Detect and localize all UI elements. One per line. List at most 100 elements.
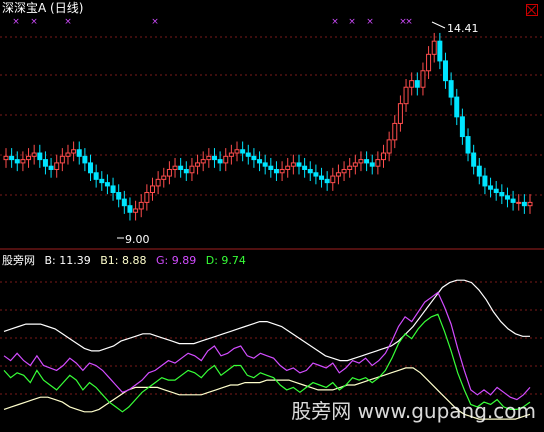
high-pointer xyxy=(431,21,446,29)
candle-body xyxy=(313,172,319,177)
candle-body xyxy=(414,80,420,88)
candle-body xyxy=(195,162,201,167)
candle-body xyxy=(110,185,116,194)
signal-marker-icon: × xyxy=(64,17,72,27)
candle-body xyxy=(504,195,510,200)
signal-marker-icon: × xyxy=(399,17,407,27)
candle-body xyxy=(262,162,268,167)
candle-body xyxy=(31,152,37,157)
candle-body xyxy=(268,165,274,170)
candle-body xyxy=(161,175,167,180)
candle-body xyxy=(257,159,263,164)
candle-body xyxy=(217,159,223,164)
close-icon[interactable] xyxy=(526,4,538,16)
candle-body xyxy=(420,70,426,88)
candle-body xyxy=(93,172,99,180)
indicator-G: G: 9.89 xyxy=(156,254,197,267)
candle-body xyxy=(324,178,330,184)
candle-body xyxy=(82,155,88,164)
candle-body xyxy=(42,159,48,167)
candle-body xyxy=(437,40,443,62)
candle-body xyxy=(234,149,240,154)
candle-body xyxy=(183,168,189,174)
signal-marker-icon: × xyxy=(348,17,356,27)
signal-marker-icon: × xyxy=(12,17,20,27)
signal-marker-icon: × xyxy=(30,17,38,27)
candle-body xyxy=(375,159,381,167)
candle-body xyxy=(88,162,94,174)
signal-marker-icon: × xyxy=(405,17,413,27)
indicator-D: D: 9.74 xyxy=(205,254,246,267)
indicator-name: 股旁网 xyxy=(2,254,35,267)
candle-body xyxy=(223,155,229,164)
candle-body xyxy=(149,185,155,194)
candle-body xyxy=(251,155,257,161)
candle-body xyxy=(352,162,358,167)
candle-body xyxy=(14,159,20,164)
candle-body xyxy=(302,165,308,170)
candle-body xyxy=(381,152,387,161)
candle-body xyxy=(426,53,432,72)
candle-body xyxy=(459,116,465,138)
candle-body xyxy=(3,155,9,161)
candle-body xyxy=(240,149,246,154)
indicator-line-upper xyxy=(3,279,530,362)
candle-body xyxy=(245,152,251,157)
candle-body xyxy=(166,168,172,177)
candle-body xyxy=(330,175,336,184)
candle-body xyxy=(296,162,302,167)
indicator-line-lower xyxy=(3,367,531,420)
candle-body xyxy=(200,159,206,164)
indicator-legend: 股旁网 B: 11.39 B1: 8.88 G: 9.89 D: 9.74 xyxy=(2,252,252,267)
indicator-line-D xyxy=(3,313,531,413)
candle-body xyxy=(431,40,437,55)
candle-body xyxy=(488,185,494,190)
stock-title: 深深宝A (日线) xyxy=(2,1,84,15)
indicator-line-G xyxy=(3,291,531,401)
candle-body xyxy=(155,178,161,187)
candle-body xyxy=(516,201,522,204)
candle-body xyxy=(285,165,291,170)
signal-marker-icon: × xyxy=(331,17,339,27)
candle-body xyxy=(279,168,285,174)
candle-body xyxy=(189,165,195,174)
signal-marker-icon: × xyxy=(366,17,374,27)
candle-body xyxy=(465,136,471,154)
candle-body xyxy=(510,198,516,203)
candle-body xyxy=(364,159,370,164)
candle-body xyxy=(206,155,212,161)
candle-body xyxy=(121,198,127,207)
candle-body xyxy=(358,159,364,164)
candle-body xyxy=(228,152,234,157)
candle-body xyxy=(482,175,488,187)
candle-body xyxy=(133,208,139,213)
candle-body xyxy=(273,168,279,174)
candle-body xyxy=(65,152,71,157)
indicator-B: B: 11.39 xyxy=(44,254,91,267)
indicator-B1: B1: 8.88 xyxy=(100,254,147,267)
candle-body xyxy=(76,149,82,157)
candle-body xyxy=(397,103,403,124)
candle-body xyxy=(476,165,482,177)
candle-body xyxy=(290,162,296,167)
candle-body xyxy=(54,162,60,170)
candle-body xyxy=(527,201,533,207)
candle-body xyxy=(26,155,32,161)
price-low-label: 9.00 xyxy=(125,233,150,246)
candle-body xyxy=(127,205,133,213)
candle-body xyxy=(138,201,144,210)
candle-body xyxy=(386,139,392,154)
watermark: 股旁网 www.gupang.com xyxy=(291,399,536,423)
candle-body xyxy=(369,162,375,167)
candle-body xyxy=(409,80,415,88)
candle-body xyxy=(493,188,499,194)
candle-body xyxy=(347,165,353,170)
candle-body xyxy=(211,155,217,161)
candle-body xyxy=(454,96,460,118)
candle-body xyxy=(59,155,65,164)
candle-body xyxy=(341,168,347,174)
candle-body xyxy=(392,122,398,141)
candle-body xyxy=(144,192,150,203)
